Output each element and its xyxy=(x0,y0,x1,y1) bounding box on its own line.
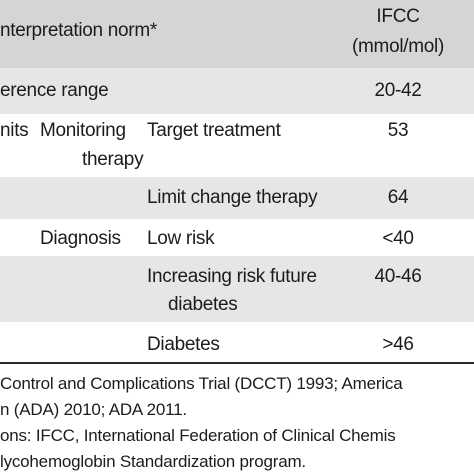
footnote-line-4: lycohemoglobin Standardization program. xyxy=(0,452,306,471)
table-header xyxy=(0,0,474,68)
row-therapy-label: therapy xyxy=(82,149,144,170)
table-row xyxy=(0,177,474,219)
footnote-line-2: n (ADA) 2010; ADA 2011. xyxy=(0,400,187,419)
row-diabetes-label: Diabetes xyxy=(147,334,220,355)
table-row xyxy=(0,68,474,114)
row-low-risk-label: Low risk xyxy=(147,228,215,249)
row-diagnosis-label: Diagnosis xyxy=(40,228,121,249)
row-increasing-risk-label: Increasing risk future xyxy=(147,266,317,287)
header-interpretation-norm: nterpretation norm* xyxy=(0,20,157,41)
row-limit-change-label: Limit change therapy xyxy=(147,187,318,208)
row-limits-label: nits xyxy=(0,120,29,141)
row-target-treatment-label: Target treatment xyxy=(147,120,281,141)
header-ifcc-unit: (mmol/mol) xyxy=(352,36,444,57)
row-limit-change-value: 64 xyxy=(387,187,409,208)
row-increasing-risk-value: 40-46 xyxy=(374,266,422,287)
row-monitoring-label: Monitoring xyxy=(40,120,126,141)
row-low-risk-value: <40 xyxy=(382,228,414,249)
row-reference-range-value: 20-42 xyxy=(374,80,422,101)
header-ifcc: IFCC xyxy=(376,6,420,27)
footnote-line-3: ons: IFCC, International Federation of C… xyxy=(0,426,396,445)
row-reference-range-label: erence range xyxy=(0,80,109,101)
row-increasing-risk-label-cont: diabetes xyxy=(168,294,238,315)
row-target-treatment-value: 53 xyxy=(387,120,409,141)
table-bottom-rule xyxy=(0,362,474,364)
table-row xyxy=(0,256,474,322)
row-diabetes-value: >46 xyxy=(382,334,414,355)
footnote-line-1: Control and Complications Trial (DCCT) 1… xyxy=(0,374,403,393)
